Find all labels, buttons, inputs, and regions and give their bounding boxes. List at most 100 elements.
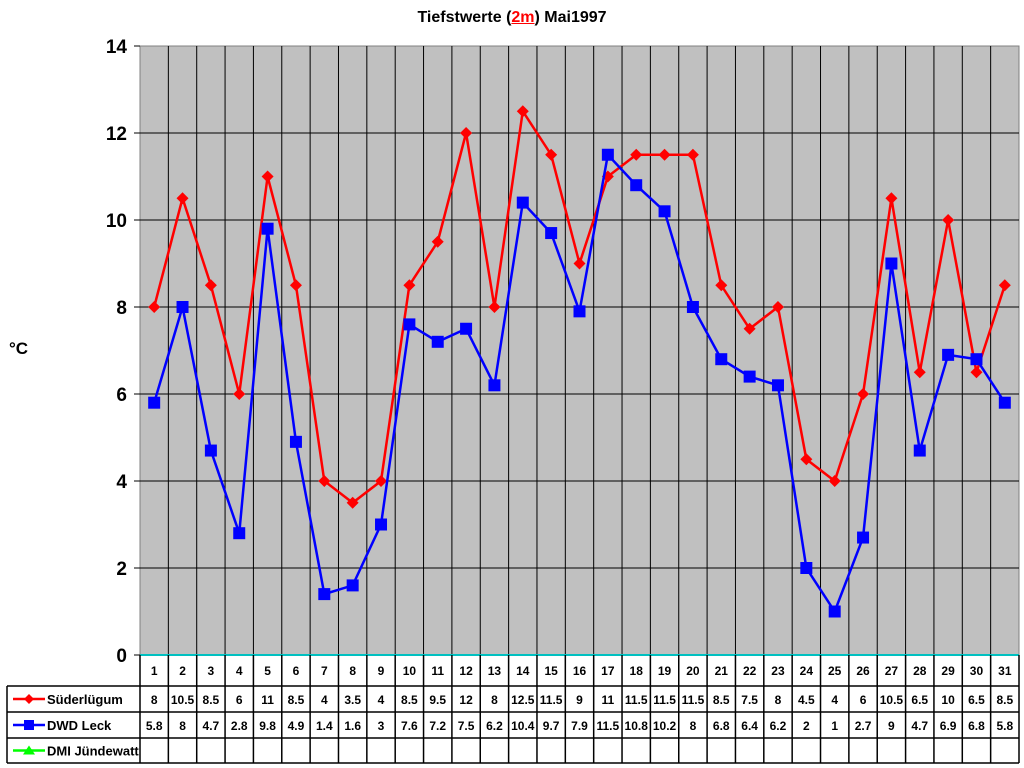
diamond-marker-icon <box>176 192 189 205</box>
table-cell: 12.5 <box>511 693 535 707</box>
diamond-marker-icon <box>403 279 416 292</box>
table-cell: 2.8 <box>231 719 248 733</box>
legend-item: Süderlügum <box>13 692 123 707</box>
table-cell: 10 <box>941 693 955 707</box>
diamond-marker-icon <box>204 279 217 292</box>
table-cell: 4 <box>378 693 385 707</box>
table-cell: 11.5 <box>540 693 563 707</box>
diamond-marker-icon <box>573 257 586 270</box>
data-series <box>148 105 1011 618</box>
square-marker-icon <box>403 318 416 331</box>
diamond-marker-icon <box>460 127 473 139</box>
diamond-marker-icon <box>998 279 1011 292</box>
y-tick-label: 10 <box>106 211 127 232</box>
table-cell: 11 <box>261 693 274 707</box>
table-cell: 2 <box>803 719 810 733</box>
category-label: 30 <box>970 664 984 678</box>
category-label: 1 <box>151 664 158 678</box>
square-marker-icon <box>601 148 614 161</box>
diamond-marker-icon <box>148 301 161 313</box>
diamond-marker-icon <box>715 279 728 292</box>
category-label: 2 <box>179 664 186 678</box>
square-marker-icon <box>715 353 728 366</box>
title-prefix: Tiefstwerte ( <box>417 9 512 26</box>
legend-item: DWD Leck <box>13 718 112 733</box>
diamond-marker-icon <box>289 279 302 292</box>
category-label: 23 <box>771 664 785 678</box>
table-cell: 8 <box>151 693 158 707</box>
category-label: 4 <box>236 664 243 678</box>
y-tick-label: 8 <box>116 298 127 319</box>
diamond-marker-icon <box>686 148 699 161</box>
diamond-marker-icon <box>800 453 813 466</box>
table-cell: 10.2 <box>653 719 677 733</box>
table-cell: 6 <box>236 693 243 707</box>
diamond-marker-icon <box>630 148 643 161</box>
category-label: 8 <box>349 664 356 678</box>
table-cell: 7.6 <box>401 719 418 733</box>
y-tick-label: 6 <box>116 385 127 406</box>
table-cell: 8.5 <box>713 693 730 707</box>
square-marker-icon <box>686 301 699 313</box>
category-label: 24 <box>800 664 814 678</box>
diamond-marker-icon <box>970 366 983 379</box>
category-label: 10 <box>403 664 417 678</box>
category-label: 31 <box>998 664 1012 678</box>
square-marker-icon <box>346 579 359 592</box>
table-cell: 1.4 <box>316 719 333 733</box>
table-cell: 6.2 <box>486 719 503 733</box>
table-cell: 8.5 <box>996 693 1013 707</box>
category-label: 15 <box>544 664 558 678</box>
table-cell: 7.9 <box>571 719 588 733</box>
table-cell: 10.5 <box>880 693 904 707</box>
y-axis-label: °C <box>9 339 29 358</box>
diamond-marker-icon <box>771 301 784 313</box>
y-axis: 0 2 4 6 8 10 12 14 <box>106 37 140 667</box>
category-label: 9 <box>378 664 385 678</box>
y-tick-label: 12 <box>106 124 127 145</box>
category-label: 16 <box>573 664 587 678</box>
square-marker-icon <box>516 196 529 209</box>
square-marker-icon <box>771 379 784 392</box>
table-cell: 6 <box>860 693 867 707</box>
diamond-marker-icon <box>431 235 444 248</box>
category-label: 25 <box>828 664 842 678</box>
diamond-marker-icon <box>942 214 955 226</box>
table-cell: 6.9 <box>940 719 957 733</box>
table-cell: 4.7 <box>911 719 928 733</box>
data-table: 1 2 3 4 5 6 7 8 9 10 11 12 13 14 15 16 17 18 19 20 21 22 23 24 2… <box>6 655 1020 764</box>
table-cell: 8.5 <box>203 693 220 707</box>
plot-background <box>139 45 1020 656</box>
diamond-marker-icon <box>516 105 529 118</box>
category-label: 26 <box>856 664 870 678</box>
table-cell: 6.8 <box>968 719 985 733</box>
plot-area <box>139 45 1020 656</box>
square-marker-icon <box>460 322 473 335</box>
square-marker-icon <box>24 720 34 730</box>
table-cell: 8 <box>690 719 697 733</box>
diamond-marker-icon <box>233 388 246 400</box>
y-tick-label: 14 <box>106 37 128 58</box>
table-cell: 4.7 <box>203 719 220 733</box>
table-cell: 8 <box>491 693 498 707</box>
diamond-marker-icon <box>828 475 841 487</box>
legend-label: DMI Jündewatt <box>47 744 139 759</box>
square-marker-icon <box>942 348 955 361</box>
table-cell: 9.5 <box>429 693 446 707</box>
table-cell: 6.8 <box>713 719 730 733</box>
square-marker-icon <box>998 396 1011 409</box>
square-marker-icon <box>800 562 813 574</box>
table-cell: 10.4 <box>511 719 535 733</box>
square-marker-icon <box>204 444 217 457</box>
table-cell: 4 <box>831 693 838 707</box>
diamond-marker-icon <box>658 148 671 161</box>
table-cell: 11.5 <box>625 693 648 707</box>
table-cell: 9 <box>888 719 895 733</box>
category-label: 7 <box>321 664 328 678</box>
square-marker-icon <box>743 370 756 383</box>
table-cell: 10.8 <box>625 719 649 733</box>
category-label: 20 <box>686 664 700 678</box>
category-label: 22 <box>743 664 757 678</box>
square-marker-icon <box>233 527 246 540</box>
